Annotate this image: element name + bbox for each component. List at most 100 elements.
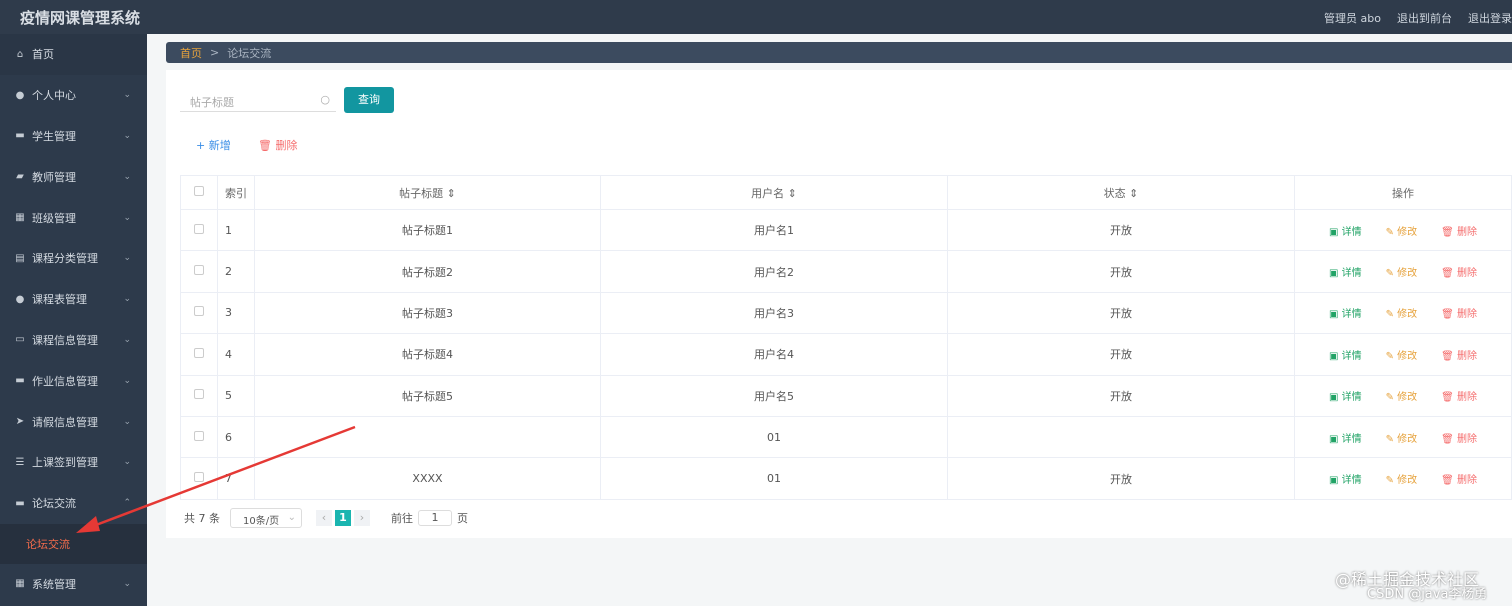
sidebar-item[interactable]: ● 课程表管理 ⌄ (0, 279, 147, 320)
delete-button[interactable]: 🗑 删除 (1441, 475, 1478, 487)
logout-link[interactable]: 退出登录 (1468, 12, 1512, 25)
detail-button[interactable]: ▣ 详情 (1328, 350, 1362, 362)
chevron-icon: ⌄ (123, 212, 131, 223)
sidebar-item[interactable]: ● 个人中心 ⌄ (0, 75, 147, 116)
edit-button[interactable]: ✎ 修改 (1385, 309, 1418, 321)
delete-button[interactable]: 🗑 删除 (1441, 392, 1478, 404)
row-checkbox[interactable] (180, 374, 218, 417)
chevron-icon: ⌄ (123, 375, 131, 386)
chevron-icon: ⌄ (123, 578, 131, 589)
ticket-icon: ▬ (15, 375, 25, 387)
sidebar-item[interactable]: ▬ 学生管理 ⌄ (0, 116, 147, 157)
sidebar-item[interactable]: ☰ 上课签到管理 ⌄ (0, 442, 147, 483)
page-1-button[interactable]: 1 (335, 510, 351, 526)
query-button[interactable]: 查询 (344, 87, 394, 113)
delete-button[interactable]: 🗑 删除 (1441, 350, 1478, 362)
sidebar-item[interactable]: ▰ 教师管理 ⌄ (0, 156, 147, 197)
cell-index: 6 (217, 415, 255, 459)
add-button[interactable]: + 新增 (196, 139, 231, 152)
next-page-button[interactable]: › (354, 510, 370, 526)
edit-button[interactable]: ✎ 修改 (1385, 350, 1418, 362)
edit-button[interactable]: ✎ 修改 (1385, 226, 1418, 238)
breadcrumb: 首页 > 论坛交流 (166, 42, 1512, 63)
table-row: 1 帖子标题1 用户名1 开放 ▣ 详情 ✎ 修改 🗑 删除 (180, 208, 1512, 252)
app-title: 疫情网课管理系统 (20, 9, 141, 27)
page-size-select[interactable]: 10条/页 ⌄ (230, 508, 302, 528)
delete-button[interactable]: 🗑 删除 (1441, 309, 1478, 321)
total-count: 共 7 条 (184, 512, 220, 525)
detail-button[interactable]: ▣ 详情 (1328, 226, 1362, 238)
front-link[interactable]: 退出到前台 (1397, 12, 1452, 25)
cell-username: 用户名4 (600, 333, 948, 376)
breadcrumb-home[interactable]: 首页 (180, 46, 202, 60)
batch-delete-button[interactable]: 🗑 删除 (258, 139, 298, 152)
cell-status: 开放 (947, 457, 1295, 500)
forum-icon: ▬ (15, 497, 25, 509)
row-checkbox[interactable] (180, 250, 218, 293)
sidebar-item[interactable]: ▬ 论坛交流 ⌃ (0, 483, 147, 524)
cell-title: XXXX (254, 457, 601, 500)
detail-button[interactable]: ▣ 详情 (1328, 309, 1362, 321)
edit-button[interactable]: ✎ 修改 (1385, 433, 1418, 445)
sidebar-item[interactable]: ▤ 课程分类管理 ⌄ (0, 238, 147, 279)
col-index: 索引 (217, 175, 255, 210)
cell-username: 用户名2 (600, 250, 948, 293)
row-checkbox[interactable] (180, 333, 218, 376)
grid-icon: ▦ (15, 212, 25, 224)
search-icon: ○ (320, 93, 330, 106)
delete-button[interactable]: 🗑 删除 (1441, 433, 1478, 445)
apps-icon: ▦ (15, 578, 25, 590)
prev-page-button[interactable]: ‹ (316, 510, 332, 526)
sidebar-item[interactable]: ▬ 作业信息管理 ⌄ (0, 360, 147, 401)
col-title[interactable]: 帖子标题 ⇕ (254, 175, 601, 210)
pagination: 共 7 条 10条/页 ⌄ ‹ 1 › 前往 1 页 (184, 508, 468, 528)
goto-input[interactable]: 1 (418, 510, 452, 526)
sidebar-subitem-forum[interactable]: 论坛交流 (0, 523, 147, 564)
admin-user: 管理员 abo (1324, 12, 1381, 25)
home-icon: ⌂ (16, 48, 24, 60)
detail-button[interactable]: ▣ 详情 (1328, 392, 1362, 404)
watermark-csdn: CSDN @java李杨勇 (1367, 587, 1488, 602)
sliders-icon: ☰ (15, 456, 25, 468)
briefcase-icon: ▬ (15, 130, 25, 142)
chevron-icon: ⌄ (123, 90, 131, 101)
delete-button[interactable]: 🗑 删除 (1441, 226, 1478, 238)
row-checkbox[interactable] (180, 457, 218, 500)
delete-button[interactable]: 🗑 删除 (1441, 268, 1478, 280)
user-icon: ● (15, 89, 25, 101)
sidebar-item-label: 作业信息管理 (32, 374, 98, 388)
cell-username: 01 (600, 415, 948, 459)
sidebar-item-label: 首页 (32, 48, 54, 62)
search-input[interactable]: 帖子标题 ○ (180, 88, 336, 112)
edit-button[interactable]: ✎ 修改 (1385, 475, 1418, 487)
cell-title: 帖子标题3 (254, 291, 601, 335)
edit-button[interactable]: ✎ 修改 (1385, 268, 1418, 280)
detail-button[interactable]: ▣ 详情 (1328, 268, 1362, 280)
sidebar-item-label: 教师管理 (32, 170, 76, 184)
select-all[interactable] (180, 175, 218, 210)
detail-button[interactable]: ▣ 详情 (1328, 475, 1362, 487)
breadcrumb-current: 论坛交流 (227, 46, 272, 60)
chevron-icon: ⌄ (123, 171, 131, 182)
table-row: 3 帖子标题3 用户名3 开放 ▣ 详情 ✎ 修改 🗑 删除 (180, 291, 1512, 335)
sidebar-item-label: 课程信息管理 (32, 333, 98, 347)
detail-button[interactable]: ▣ 详情 (1328, 433, 1362, 445)
chevron-icon: ⌄ (123, 334, 131, 345)
goto-label: 前往 (391, 512, 413, 525)
cell-username: 用户名3 (600, 291, 948, 335)
edit-button[interactable]: ✎ 修改 (1385, 392, 1418, 404)
sidebar-item[interactable]: ⌂ 首页 (0, 34, 147, 75)
chevron-icon: ⌄ (123, 457, 131, 468)
row-checkbox[interactable] (180, 208, 218, 252)
cell-username: 用户名1 (600, 208, 948, 252)
sidebar-item[interactable]: ▦ 班级管理 ⌄ (0, 197, 147, 238)
sidebar-item-label: 学生管理 (32, 129, 76, 143)
sidebar-item[interactable]: ➤ 请假信息管理 ⌄ (0, 401, 147, 442)
breadcrumb-separator: > (210, 46, 220, 59)
sidebar-item[interactable]: ▦ 系统管理 ⌄ (0, 564, 147, 605)
sidebar-item[interactable]: ▭ 课程信息管理 ⌄ (0, 320, 147, 361)
bulb-icon: ● (15, 293, 25, 305)
clipboard-icon: ▤ (15, 252, 25, 264)
sidebar-item-label: 论坛交流 (32, 497, 76, 511)
content-card: 帖子标题 ○ 查询 + 新增 🗑 删除 索引 帖子标题 ⇕ 用户名 ⇕ 状态 ⇕ … (166, 70, 1512, 538)
